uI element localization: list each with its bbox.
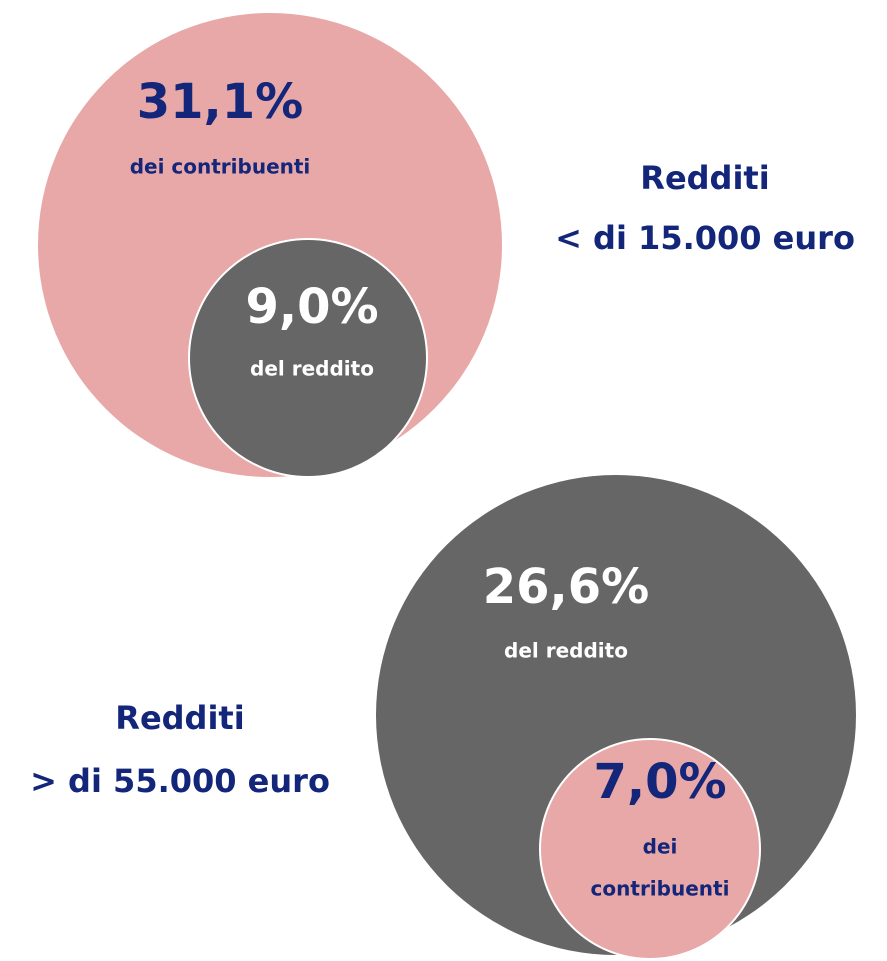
group-label: Redditi: [115, 699, 244, 737]
inner-circle: [188, 238, 428, 478]
outer-value: 26,6%: [483, 559, 650, 615]
inner-value: 7,0%: [593, 754, 726, 810]
inner-circle: [539, 738, 761, 960]
inner-caption: dei: [643, 835, 678, 859]
inner-caption: contribuenti: [591, 877, 730, 901]
outer-caption: del reddito: [504, 639, 628, 663]
group-label: Redditi: [640, 159, 769, 197]
group-label: < di 15.000 euro: [555, 219, 855, 257]
group-label: > di 55.000 euro: [30, 762, 330, 800]
inner-value: 9,0%: [245, 279, 378, 335]
inner-caption: del reddito: [250, 357, 374, 381]
outer-caption: dei contribuenti: [130, 155, 311, 179]
outer-value: 31,1%: [137, 74, 304, 130]
